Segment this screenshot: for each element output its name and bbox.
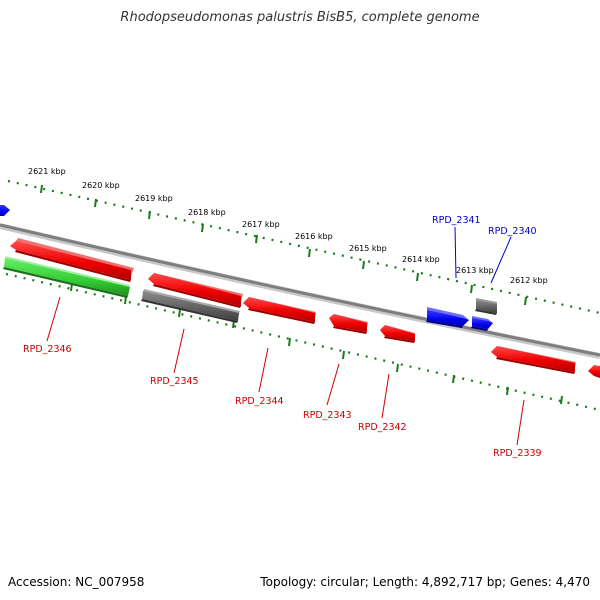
ruler-label: 2616 kbp (295, 232, 333, 241)
gene-label-rpd-2339[interactable]: RPD_2339 (493, 448, 542, 459)
outer-ruler (7, 179, 600, 315)
ruler-label: 2613 kbp (456, 266, 494, 275)
ruler-label: 2619 kbp (135, 194, 173, 203)
gene-label-rpd-2346[interactable]: RPD_2346 (23, 344, 72, 355)
ruler-label: 2617 kbp (242, 220, 280, 229)
gene-arrow-2343-red[interactable] (329, 314, 368, 334)
gene-label-rpd-2341[interactable]: RPD_2341 (432, 215, 481, 226)
gene-arrow-gray-small[interactable] (475, 298, 497, 315)
gene-arrow-2340-blue[interactable] (471, 316, 493, 331)
map-title: Rhodopseudomonas palustris BisB5, comple… (120, 10, 480, 25)
ruler-label: 2614 kbp (402, 255, 440, 264)
ruler-label: 2615 kbp (349, 244, 387, 253)
ruler-label: 2618 kbp (188, 208, 226, 217)
accession-text: Accession: NC_007958 (8, 575, 145, 589)
gene-arrow-2345-red[interactable] (148, 273, 243, 308)
ruler-label: 2621 kbp (28, 167, 66, 176)
gene-label-rpd-2340[interactable]: RPD_2340 (488, 226, 537, 237)
gene-label-rpd-2343[interactable]: RPD_2343 (303, 410, 352, 421)
gene-arrow-2339-red[interactable] (491, 346, 576, 374)
genome-summary-text: Topology: circular; Length: 4,892,717 bp… (260, 575, 590, 589)
gene-arrow-2346-red[interactable] (10, 238, 134, 282)
gene-arrow-edge-red[interactable] (588, 365, 600, 378)
red-label-leaders (46, 296, 525, 446)
gene-arrow-2341-blue[interactable] (426, 307, 469, 328)
inner-ruler-ticks (70, 282, 563, 405)
gene-label-rpd-2345[interactable]: RPD_2345 (150, 376, 199, 387)
gene-arrow-green[interactable] (3, 256, 130, 298)
outer-ruler-ticks (40, 184, 527, 306)
ruler-label: 2612 kbp (510, 276, 548, 285)
gene-arrow-gray-large[interactable] (141, 289, 240, 323)
genome-backbone-core (0, 223, 600, 357)
blue-label-leaders (454, 226, 512, 284)
gene-arrow-2342-red[interactable] (380, 325, 415, 343)
gene-label-rpd-2342[interactable]: RPD_2342 (358, 422, 407, 433)
gene-arrow-2344-red[interactable] (243, 297, 316, 324)
gene-arrow-edge-blue[interactable] (0, 205, 10, 216)
gene-label-rpd-2344[interactable]: RPD_2344 (235, 396, 284, 407)
ruler-label: 2620 kbp (82, 181, 120, 190)
